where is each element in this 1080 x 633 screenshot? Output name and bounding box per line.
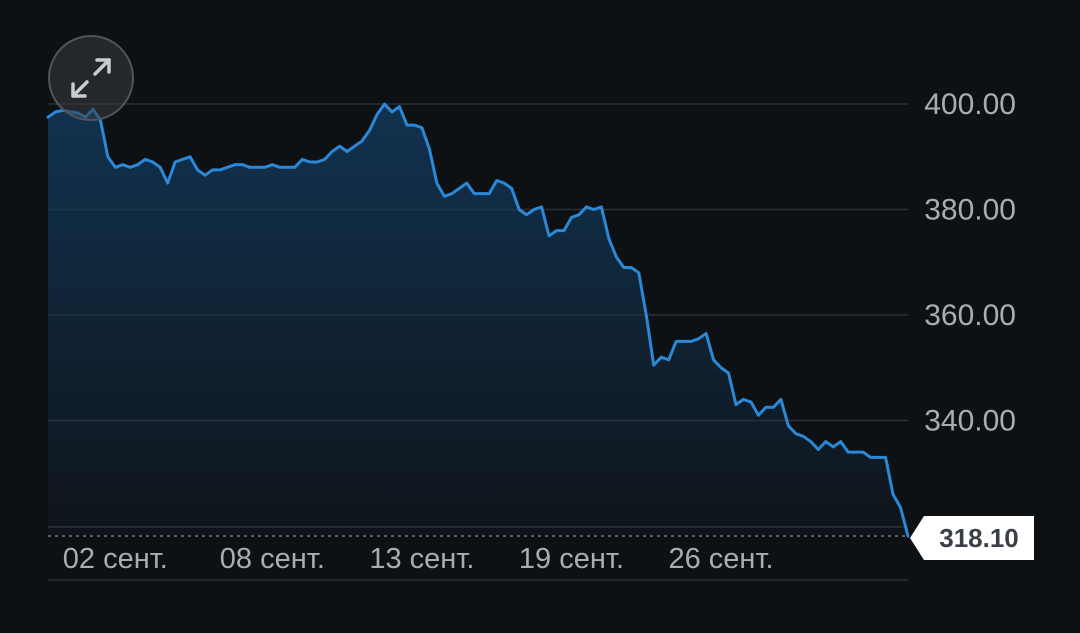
y-axis-ticks: 400.00 380.00 360.00 340.00 <box>924 88 1016 437</box>
x-axis-ticks: 02 сент. 08 сент. 13 сент. 19 сент. 26 сент. <box>63 543 774 575</box>
current-price-value: 318.10 <box>939 523 1019 553</box>
expand-chart-button[interactable] <box>48 35 134 121</box>
x-tick-label: 19 сент. <box>519 543 624 575</box>
x-tick-label: 13 сент. <box>369 543 474 575</box>
current-price-label-bg <box>910 516 1034 560</box>
x-tick-label: 02 сент. <box>63 543 168 575</box>
y-tick-label: 400.00 <box>924 88 1016 121</box>
expand-arrows-icon <box>71 58 111 98</box>
price-line <box>46 102 910 538</box>
price-area-fill <box>48 104 908 536</box>
x-tick-label: 08 сент. <box>220 543 325 575</box>
y-tick-label: 360.00 <box>924 299 1016 332</box>
y-tick-label: 380.00 <box>924 193 1016 226</box>
price-area <box>48 104 908 536</box>
current-price-label: 318.10 <box>910 516 1034 560</box>
x-tick-label: 26 сент. <box>668 543 773 575</box>
price-line-group <box>46 102 910 538</box>
y-tick-label: 340.00 <box>924 404 1016 437</box>
